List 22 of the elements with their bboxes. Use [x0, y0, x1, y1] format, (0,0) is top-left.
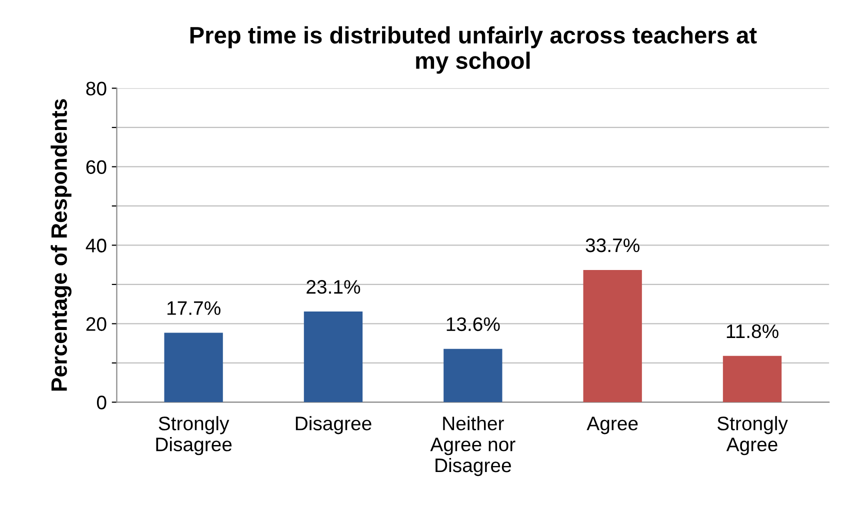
bar: [164, 332, 223, 402]
y-tick-label: 80: [86, 82, 106, 96]
y-tick-label: 0: [96, 396, 106, 410]
y-tick-label: 40: [86, 238, 106, 252]
chart-title: Prep time is distributed unfairly across teachers at my school: [190, 26, 757, 74]
y-tick-label: 60: [86, 160, 106, 174]
x-tick-label: Disagree: [296, 416, 372, 434]
bar: [583, 270, 642, 402]
bar: [722, 356, 782, 402]
bar: [444, 348, 502, 402]
x-tick-label: Strongly Agree: [717, 416, 788, 456]
bar: [304, 312, 363, 402]
x-tick-label: Strongly Disagree: [156, 416, 232, 456]
y-axis-title: Percentage of Respondents: [50, 99, 72, 391]
data-label: 11.8%: [726, 324, 778, 338]
data-label: 23.1%: [306, 280, 360, 294]
y-tick-label: 20: [86, 317, 106, 331]
data-label: 17.7%: [167, 301, 220, 315]
x-tick-label: Neither Agree nor Disagree: [430, 416, 516, 476]
data-label: 33.7%: [586, 238, 640, 252]
x-tick-label: Agree: [586, 416, 638, 434]
data-label: 13.6%: [446, 317, 500, 332]
